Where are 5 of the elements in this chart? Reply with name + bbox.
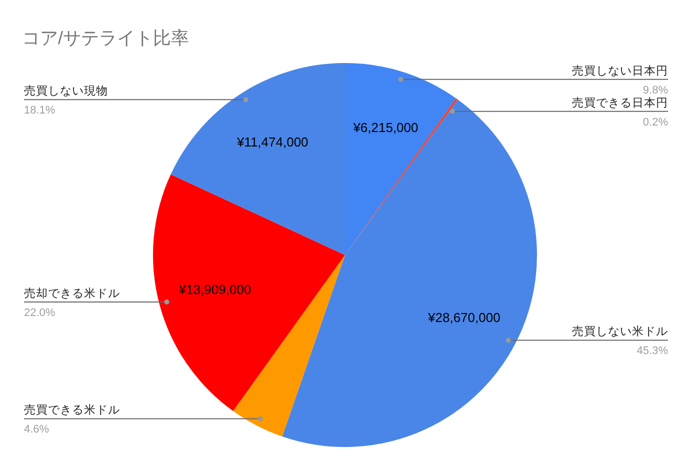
- annotation: ¥28,670,000: [428, 310, 500, 326]
- annotation: ¥6,215,000: [353, 120, 418, 135]
- annotation: ¥13,909,000: [178, 282, 252, 298]
- annotation: ¥11,474,000: [236, 134, 308, 150]
- title: コア/サテライト比率: [22, 28, 190, 48]
